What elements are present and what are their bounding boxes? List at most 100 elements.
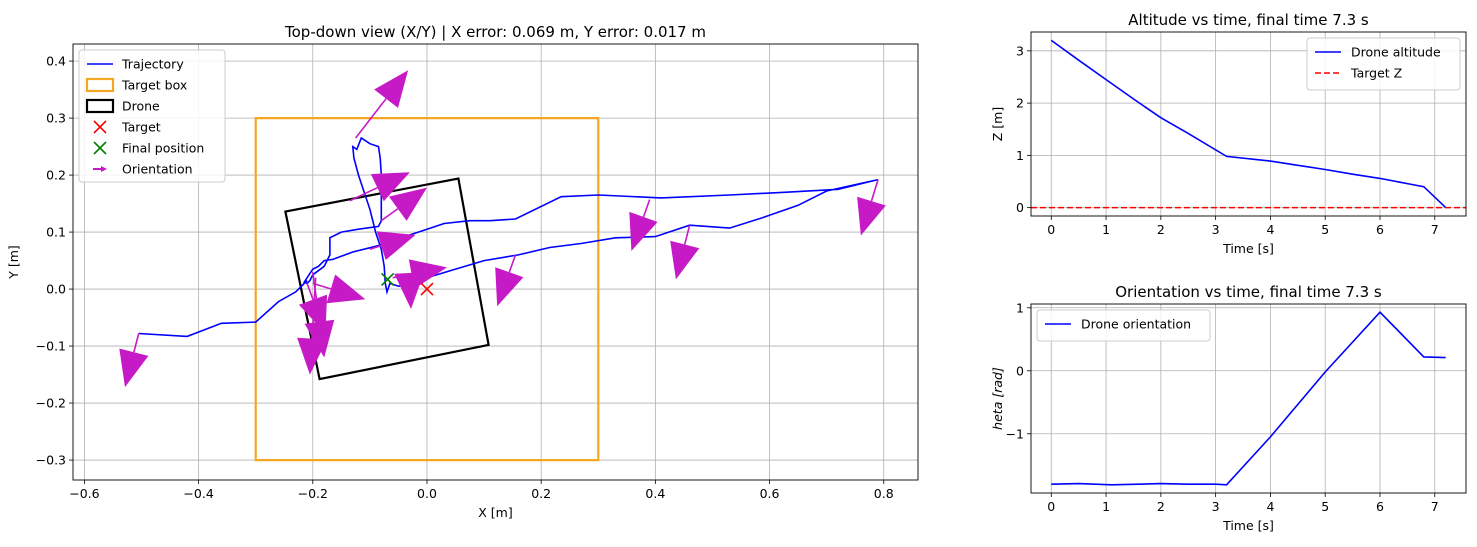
legend-label: Drone altitude [1351, 45, 1441, 60]
x-tick-label: 5 [1321, 222, 1329, 237]
y-tick-label: −1 [1006, 426, 1024, 441]
x-tick-label: 2 [1157, 499, 1165, 514]
x-tick-label: 0.8 [874, 486, 894, 501]
legend-label: Target Z [1350, 66, 1402, 81]
legend-label: Target [121, 120, 161, 135]
y-axis-label: Y [m] [6, 245, 21, 280]
legend-swatch [101, 166, 107, 172]
y-tick-label: 0.0 [46, 282, 66, 297]
x-tick-label: 3 [1212, 499, 1220, 514]
x-tick-label: −0.4 [183, 486, 213, 501]
orientation-arrow-shaft [369, 244, 382, 250]
orientation-arrow-head [376, 231, 416, 260]
orientation-arrow-head [389, 187, 427, 221]
x-tick-label: 7 [1431, 222, 1439, 237]
orientation-arrow-shaft [306, 283, 314, 300]
orientation-arrow-shaft [683, 225, 691, 245]
y-tick-label: 0.1 [46, 225, 66, 240]
legend-swatch [85, 77, 115, 93]
series-line [1051, 311, 1446, 486]
orientation-arrow-shaft [508, 254, 517, 273]
x-tick-label: 6 [1376, 222, 1384, 237]
altitude-panel: 0 1 2 3 4 5 6 7 0 1 2 3 Altitude vs time, final time… [990, 11, 1467, 256]
x-tick-label: 3 [1212, 222, 1220, 237]
orientation-arrow-shaft [380, 208, 399, 222]
x-axis-label: Time [s] [1222, 241, 1274, 256]
orientation-arrow-shaft [133, 333, 140, 353]
legend-box [1036, 309, 1211, 342]
x-tick-label: 0.2 [531, 486, 551, 501]
legend-label: Drone orientation [1081, 317, 1191, 332]
orientation-arrow-head [857, 196, 886, 236]
x-tick-label: 1 [1102, 499, 1110, 514]
legend-swatch [85, 98, 115, 114]
y-tick-label: 0 [1016, 200, 1024, 215]
x-tick-label: 6 [1376, 499, 1384, 514]
axes-frame [1030, 303, 1467, 494]
y-tick-label: 1 [1016, 148, 1024, 163]
chart-title: Orientation vs time, final time 7.3 s [1115, 283, 1382, 301]
orientation-arrow-shaft [349, 186, 378, 202]
y-tick-label: 0.4 [46, 54, 66, 69]
x-axis-label: X [m] [478, 505, 512, 520]
legend-box [78, 49, 226, 183]
legend-box [1306, 37, 1461, 91]
orientation-arrow-head [394, 272, 425, 309]
x-tick-label: 7 [1431, 499, 1439, 514]
target-marker [420, 282, 434, 296]
x-tick-label: 5 [1321, 499, 1329, 514]
orientation-arrow-shaft [870, 179, 879, 202]
legend-swatch [93, 141, 107, 155]
orientation-arrow-shaft [312, 271, 321, 322]
chart-title: Top-down view (X/Y) | X error: 0.069 m, … [284, 23, 706, 41]
y-axis-label: heta [rad] [990, 367, 1005, 430]
y-tick-label: 3 [1016, 43, 1024, 58]
drone-outline [284, 177, 490, 381]
final-position-marker [381, 272, 395, 286]
orientation-arrow-head [670, 240, 700, 280]
orientation-arrow-shaft [354, 98, 387, 139]
y-tick-label: −0.3 [36, 453, 66, 468]
y-tick-label: 1 [1016, 300, 1024, 315]
orientation-arrow-head [370, 172, 410, 202]
x-tick-label: −0.6 [69, 486, 99, 501]
x-axis-label: Time [s] [1222, 518, 1274, 533]
trajectory-line [138, 279, 308, 338]
x-tick-label: 0 [1047, 499, 1055, 514]
orientation-arrow-head [374, 70, 409, 108]
legend-label: Drone [122, 99, 160, 114]
orientation-arrow-head [119, 348, 149, 388]
orientation-arrow-head [629, 211, 658, 251]
orientation-arrow-head [495, 267, 524, 307]
topdown-panel: −0.6 −0.4 −0.2 0.0 0.2 0.4 0.6 0.8 −0.3 −0.2 −0.1 0… [6, 23, 919, 520]
x-tick-label: 0.0 [417, 486, 437, 501]
legend-label: Final position [122, 141, 204, 156]
x-tick-label: 4 [1266, 499, 1274, 514]
y-tick-label: −0.1 [36, 339, 66, 354]
x-tick-label: 2 [1157, 222, 1165, 237]
orientation-arrow-shaft [642, 199, 651, 218]
x-tick-label: 1 [1102, 222, 1110, 237]
x-tick-label: −0.2 [298, 486, 328, 501]
y-axis-label: Z [m] [990, 107, 1005, 141]
legend-label: Target box [121, 78, 187, 93]
x-tick-label: 0 [1047, 222, 1055, 237]
orientation-arrow-head [326, 274, 366, 304]
axes-frame [1030, 31, 1467, 217]
orientation-arrow-head [297, 337, 327, 375]
legend-swatch [93, 120, 107, 134]
x-tick-label: 0.4 [645, 486, 665, 501]
orientation-panel: 0 1 2 3 4 5 6 7 −1 0 1 Orientation vs time, final t… [990, 283, 1467, 533]
target-box [254, 116, 600, 462]
y-tick-label: 0.3 [46, 111, 66, 126]
x-tick-label: 0.6 [760, 486, 780, 501]
axes-frame [72, 43, 919, 481]
y-tick-label: 0 [1016, 363, 1024, 378]
legend-label: Trajectory [121, 57, 184, 72]
x-tick-label: 4 [1266, 222, 1274, 237]
series-line [1050, 39, 1447, 209]
chart-title: Altitude vs time, final time 7.3 s [1128, 11, 1369, 29]
y-tick-label: 0.2 [46, 168, 66, 183]
y-tick-label: −0.2 [36, 396, 66, 411]
